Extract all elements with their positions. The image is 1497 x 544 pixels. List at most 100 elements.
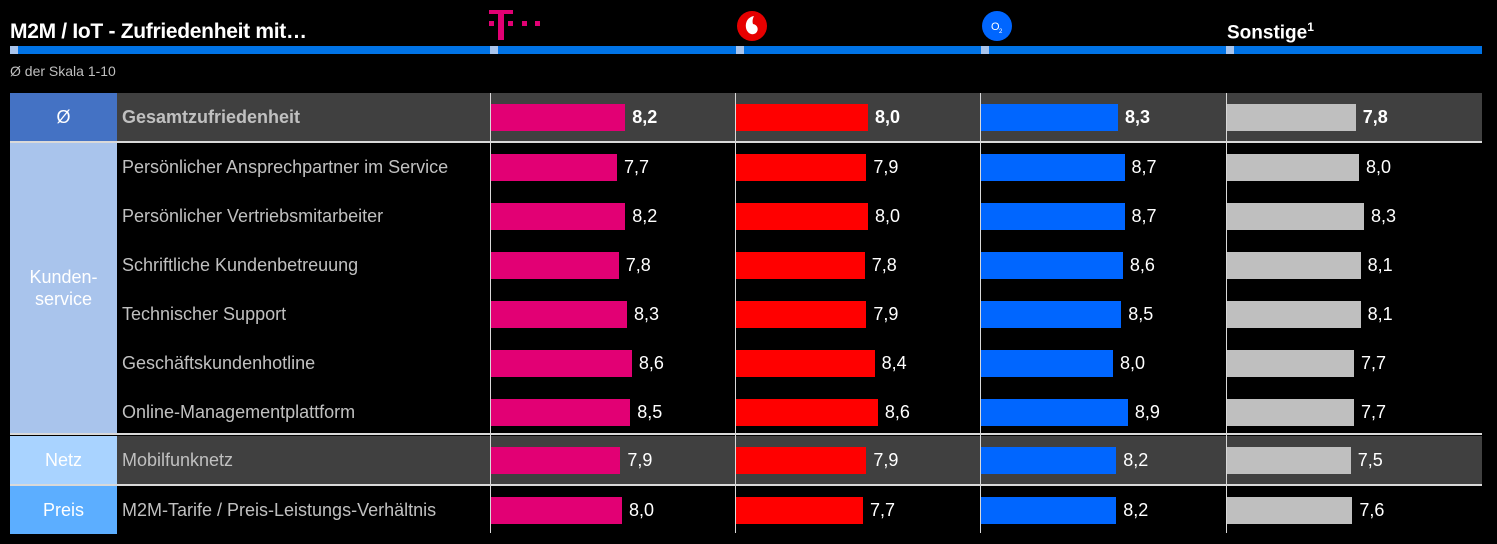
bar-telekom [490,203,626,230]
chart-title: M2M / IoT - Zufriedenheit mit… [10,20,307,43]
value-label: 7,8 [1362,107,1388,127]
row-label: Geschäftskundenhotline [122,353,316,373]
value-label: 8,3 [633,304,659,324]
bar-telekom [490,154,618,181]
column-divider [490,93,491,533]
bar-vodafone [736,301,867,328]
scale-subtitle: Ø der Skala 1-10 [10,63,116,79]
row-label: M2M-Tarife / Preis-Leistungs-Verhältnis [122,500,437,520]
bar-o2 [981,350,1113,377]
category-label: Kunden- service [29,267,98,309]
value-label: 8,5 [1128,304,1154,324]
value-label: 8,0 [875,206,901,226]
value-label: 8,3 [1124,107,1150,127]
bar-telekom [490,497,622,524]
value-label: 7,9 [873,157,899,177]
bar-o2 [981,301,1122,328]
bar-sonstige [1227,350,1355,377]
value-label: 8,0 [629,500,655,520]
value-label: 7,7 [870,500,896,520]
bar-vodafone [736,497,864,524]
bar-telekom [490,399,631,426]
bar-sonstige [1227,203,1364,230]
value-label: 7,9 [627,450,653,470]
footnote-marker: 1 [1307,20,1314,34]
value-label: 8,3 [1370,206,1396,226]
column-divider [1226,93,1227,533]
column-divider [980,93,981,533]
bar-telekom [490,350,632,377]
value-label: 8,9 [1134,402,1160,422]
value-label: 7,7 [1361,353,1387,373]
value-label: 8,7 [1131,157,1157,177]
row-divider [10,484,1482,486]
header-marker [10,46,18,54]
value-label: 8,2 [632,107,658,127]
value-label: 7,8 [871,255,897,275]
row-label: Technischer Support [122,304,287,324]
bar-o2 [981,447,1117,474]
bar-sonstige [1227,104,1356,131]
category-label: Netz [44,450,82,470]
bar-telekom [490,104,626,131]
bar-o2 [981,203,1125,230]
value-label: 8,1 [1367,304,1393,324]
value-label: 8,4 [881,353,907,373]
telekom-logo-icon [489,10,540,40]
row-label: Online-Managementplattform [122,402,356,422]
value-label: 8,6 [1129,255,1155,275]
bar-sonstige [1227,447,1351,474]
row-label: Gesamtzufriedenheit [122,107,301,127]
category-cell: Ø [10,93,117,141]
header-marker [490,46,498,54]
bar-telekom [490,252,619,279]
bar-vodafone [736,252,865,279]
value-label: 8,0 [1366,157,1392,177]
column-divider [735,93,736,533]
bar-vodafone [736,203,868,230]
bar-vodafone [736,447,867,474]
value-label: 7,9 [873,304,899,324]
bar-o2 [981,399,1128,426]
value-label: 8,2 [1123,500,1149,520]
category-label: Ø [56,107,71,127]
value-label: 8,7 [1131,206,1157,226]
bar-o2 [981,154,1125,181]
value-label: 8,5 [637,402,663,422]
value-label: 7,5 [1357,450,1383,470]
value-label: 7,7 [1361,402,1387,422]
row-label: Mobilfunknetz [122,450,234,470]
bar-sonstige [1227,497,1353,524]
row-label: Schriftliche Kundenbetreuung [122,255,359,275]
value-label: 7,6 [1359,500,1385,520]
bar-o2 [981,497,1117,524]
category-cell: Preis [10,486,117,534]
bar-sonstige [1227,301,1361,328]
header-marker [1226,46,1234,54]
vodafone-logo-icon [737,11,767,41]
value-label: 8,6 [884,402,910,422]
row-label: Persönlicher Vertriebsmitarbeiter [122,206,384,226]
sonstige-header: Sonstige1 [1227,20,1314,44]
header-marker [981,46,989,54]
value-label: 8,2 [632,206,658,226]
value-label: 8,1 [1367,255,1393,275]
category-cell: Netz [10,436,117,484]
value-label: 7,7 [624,157,650,177]
svg-text:2: 2 [999,29,1003,35]
value-label: 7,9 [873,450,899,470]
bar-o2 [981,104,1118,131]
header-marker [736,46,744,54]
header-rule [10,46,1482,54]
bar-telekom [490,447,621,474]
bar-vodafone [736,104,868,131]
category-cell: Kunden- service [10,143,117,433]
value-label: 8,0 [1120,353,1146,373]
value-label: 8,6 [638,353,664,373]
row-label: Persönlicher Ansprechpartner im Service [122,157,449,177]
sonstige-label: Sonstige [1227,22,1308,44]
bar-sonstige [1227,154,1359,181]
bar-vodafone [736,350,875,377]
bar-sonstige [1227,252,1361,279]
bar-vodafone [736,399,878,426]
